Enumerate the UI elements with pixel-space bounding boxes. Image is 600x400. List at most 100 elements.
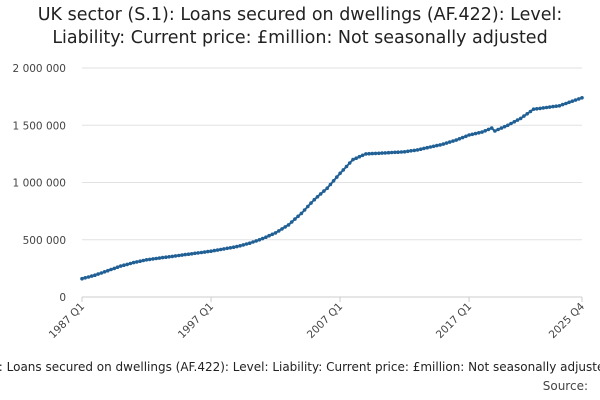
data-point	[309, 201, 313, 205]
data-point	[186, 252, 191, 256]
x-tick-label: 1997 Q1	[176, 301, 216, 341]
data-point	[183, 252, 187, 257]
data-point	[528, 109, 533, 114]
data-point	[460, 135, 465, 140]
data-point	[299, 211, 304, 216]
data-point	[177, 253, 181, 258]
data-point	[112, 266, 117, 271]
data-point	[425, 145, 430, 150]
data-point	[560, 102, 565, 107]
data-point	[273, 231, 278, 235]
data-point	[435, 143, 439, 148]
data-point	[238, 244, 242, 248]
data-point	[554, 104, 558, 108]
data-point	[438, 143, 442, 147]
data-point	[389, 150, 394, 155]
data-point	[128, 261, 133, 266]
data-point	[135, 260, 139, 264]
data-point	[196, 251, 200, 255]
data-point	[280, 227, 284, 231]
data-point	[383, 151, 388, 155]
data-point	[244, 242, 249, 246]
data-point	[357, 154, 362, 159]
data-point	[96, 272, 100, 276]
data-point	[580, 96, 584, 100]
data-point	[422, 146, 426, 151]
source-note: Source:	[542, 379, 588, 393]
data-point	[170, 254, 175, 259]
data-point	[457, 137, 462, 141]
data-point	[115, 265, 120, 270]
x-tick-label: 2017 Q1	[434, 301, 474, 341]
data-point	[264, 235, 268, 239]
data-point	[231, 245, 236, 249]
data-point	[286, 223, 291, 227]
data-point	[277, 229, 281, 233]
data-point	[306, 204, 310, 209]
data-point	[241, 243, 246, 247]
data-point	[318, 192, 323, 196]
data-point	[431, 144, 436, 149]
data-point	[328, 182, 333, 187]
data-point	[222, 247, 226, 251]
y-tick-label: 500 000	[23, 235, 66, 247]
data-point	[480, 130, 484, 134]
data-point	[138, 259, 142, 264]
data-point	[283, 225, 288, 229]
data-point	[312, 197, 317, 202]
data-point	[525, 112, 529, 116]
data-point	[257, 238, 262, 242]
data-point	[302, 208, 307, 212]
data-point	[131, 260, 136, 265]
data-point	[99, 271, 104, 275]
data-point	[428, 145, 433, 149]
data-point	[335, 175, 339, 179]
legend-label: UK sector (S.1): Loans secured on dwelli…	[0, 360, 600, 374]
data-point	[493, 129, 497, 133]
data-point	[380, 151, 384, 155]
data-point	[125, 262, 129, 267]
data-point	[502, 124, 507, 129]
data-point	[531, 107, 536, 111]
y-tick-label: 2 000 000	[13, 63, 66, 75]
data-point	[447, 140, 452, 144]
data-point	[544, 105, 549, 110]
x-tick-label: 2025 Q4	[547, 300, 588, 341]
data-point	[386, 150, 391, 155]
data-point	[93, 273, 97, 278]
data-point	[102, 270, 107, 274]
data-point	[538, 106, 542, 111]
data-point	[83, 276, 87, 280]
legend: UK sector (S.1): Loans secured on dwelli…	[0, 360, 600, 378]
data-point	[541, 106, 546, 110]
data-point	[254, 239, 258, 243]
data-point	[296, 214, 300, 219]
data-point	[147, 257, 152, 262]
data-point	[270, 232, 275, 237]
y-axis: 0 500 000 1 000 000 1 500 000 2 000 000	[13, 63, 66, 304]
chart-title-line-1: UK sector (S.1): Loans secured on dwelli…	[37, 5, 563, 25]
chart-title-line-2: Liability: Current price: £million: Not …	[52, 28, 548, 48]
data-point	[564, 101, 568, 106]
data-point	[499, 126, 504, 130]
data-point	[109, 267, 113, 272]
data-point	[444, 141, 449, 145]
data-point	[122, 263, 126, 268]
data-point	[199, 250, 204, 255]
data-point	[154, 256, 158, 261]
data-point	[293, 217, 297, 221]
data-point	[515, 118, 520, 122]
data-point	[144, 258, 149, 262]
data-point	[522, 114, 526, 118]
data-point	[506, 123, 510, 128]
data-point	[344, 164, 349, 169]
data-point	[547, 105, 552, 109]
data-point	[80, 276, 84, 281]
data-point	[573, 98, 578, 102]
data-point	[218, 247, 223, 252]
data-point	[364, 152, 368, 156]
data-point	[202, 250, 207, 254]
data-point	[577, 97, 581, 101]
data-point	[89, 274, 94, 278]
